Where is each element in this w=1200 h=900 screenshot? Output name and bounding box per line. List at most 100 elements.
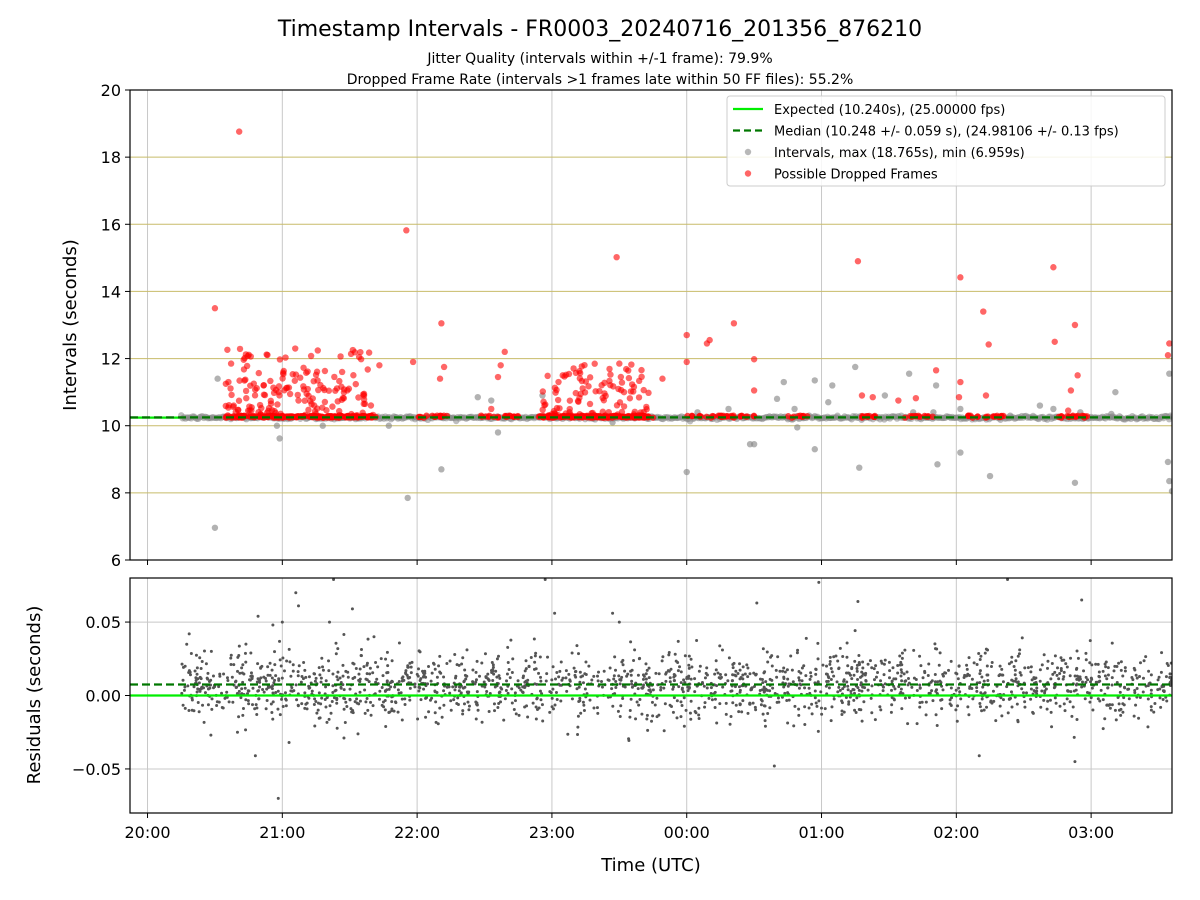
residual-point [491,678,495,682]
residual-point [400,697,404,701]
dropped-frame-point [440,363,448,371]
residual-point [994,719,998,723]
dropped-frame-point [572,389,580,397]
residual-point [897,685,901,689]
residual-point [718,673,722,677]
dropped-frame-point [586,374,594,381]
residual-point [874,675,878,679]
residual-point [978,657,982,661]
residual-point [1001,698,1005,702]
dropped-frame-point [578,363,585,370]
dropped-frame-point [539,406,546,414]
residual-point [970,687,974,691]
residual-point [1016,654,1020,658]
residual-point [803,686,807,690]
residual-point [816,657,820,661]
dropped-frame-point [638,366,645,374]
residual-point [814,672,818,676]
residual-point [319,680,323,684]
residual-point [795,651,799,655]
residual-point [485,689,489,693]
residual-point [366,637,370,641]
residual-point [724,673,728,677]
residual-point [980,697,984,701]
residual-point [803,705,807,709]
residual-point [1032,689,1036,693]
dropped-frame-point [235,397,243,404]
residual-point [1141,690,1145,694]
residual-point [614,680,618,684]
dropped-frame-point [275,383,283,390]
residual-point [1166,664,1170,668]
residual-point [590,678,594,682]
residual-point [1108,703,1112,707]
residual-point [502,718,506,722]
dropped-frame-point [285,384,293,391]
residual-point [998,704,1002,708]
residual-point [1113,708,1117,712]
residual-point [181,703,185,707]
residual-point [1158,687,1162,691]
residual-point [808,691,812,695]
residual-point [967,713,971,717]
residual-point [918,705,922,709]
residual-point [262,690,266,694]
residual-point [864,678,868,682]
residual-point [939,680,943,684]
residual-point [936,680,940,684]
residual-point [870,684,874,688]
residual-point [384,725,388,729]
dropped-frame-point [579,385,586,392]
dropped-frame-point [242,376,249,383]
residual-point [524,659,528,663]
residual-point [763,724,767,728]
residual-point [303,706,307,710]
residual-point [1040,663,1044,667]
dropped-frame-point [689,412,696,420]
residual-point [557,675,561,679]
residual-point [365,672,369,676]
residual-point [237,689,241,693]
residual-point [661,655,665,659]
residual-point [1017,652,1021,656]
residual-point [852,698,856,702]
intervals-data [130,128,1172,531]
residual-point [931,699,935,703]
residual-point [804,636,808,640]
dropped-frame-point [626,395,634,402]
dropped-frame-point [315,386,322,394]
residual-point [797,678,801,682]
residual-point [281,705,285,709]
residual-point [1087,691,1091,695]
residual-point [844,696,848,700]
x-tick-label: 23:00 [529,823,575,842]
residual-point [797,707,801,711]
residual-point [336,678,340,682]
residual-point [1015,702,1019,706]
residual-point [380,703,384,707]
residual-point [905,670,909,674]
residual-point [868,659,872,663]
residual-point [967,674,971,678]
residual-point [565,689,569,693]
residual-point [827,676,831,680]
residual-point [531,701,535,705]
residual-point [369,700,373,704]
residual-point [683,680,687,684]
residual-point [595,706,599,710]
dropped-frame-point [261,391,269,399]
residual-point [870,666,874,670]
residual-point [557,682,561,686]
dropped-frame-point [227,385,234,392]
residual-point [660,659,664,663]
residual-point [667,651,671,655]
residual-point [965,663,969,667]
residual-point [296,604,300,608]
dropped-frame-point [1074,372,1081,379]
residual-point [303,691,307,695]
residual-point [752,684,756,688]
residual-point [371,704,375,708]
residual-point [264,707,268,711]
residual-point [541,719,545,723]
